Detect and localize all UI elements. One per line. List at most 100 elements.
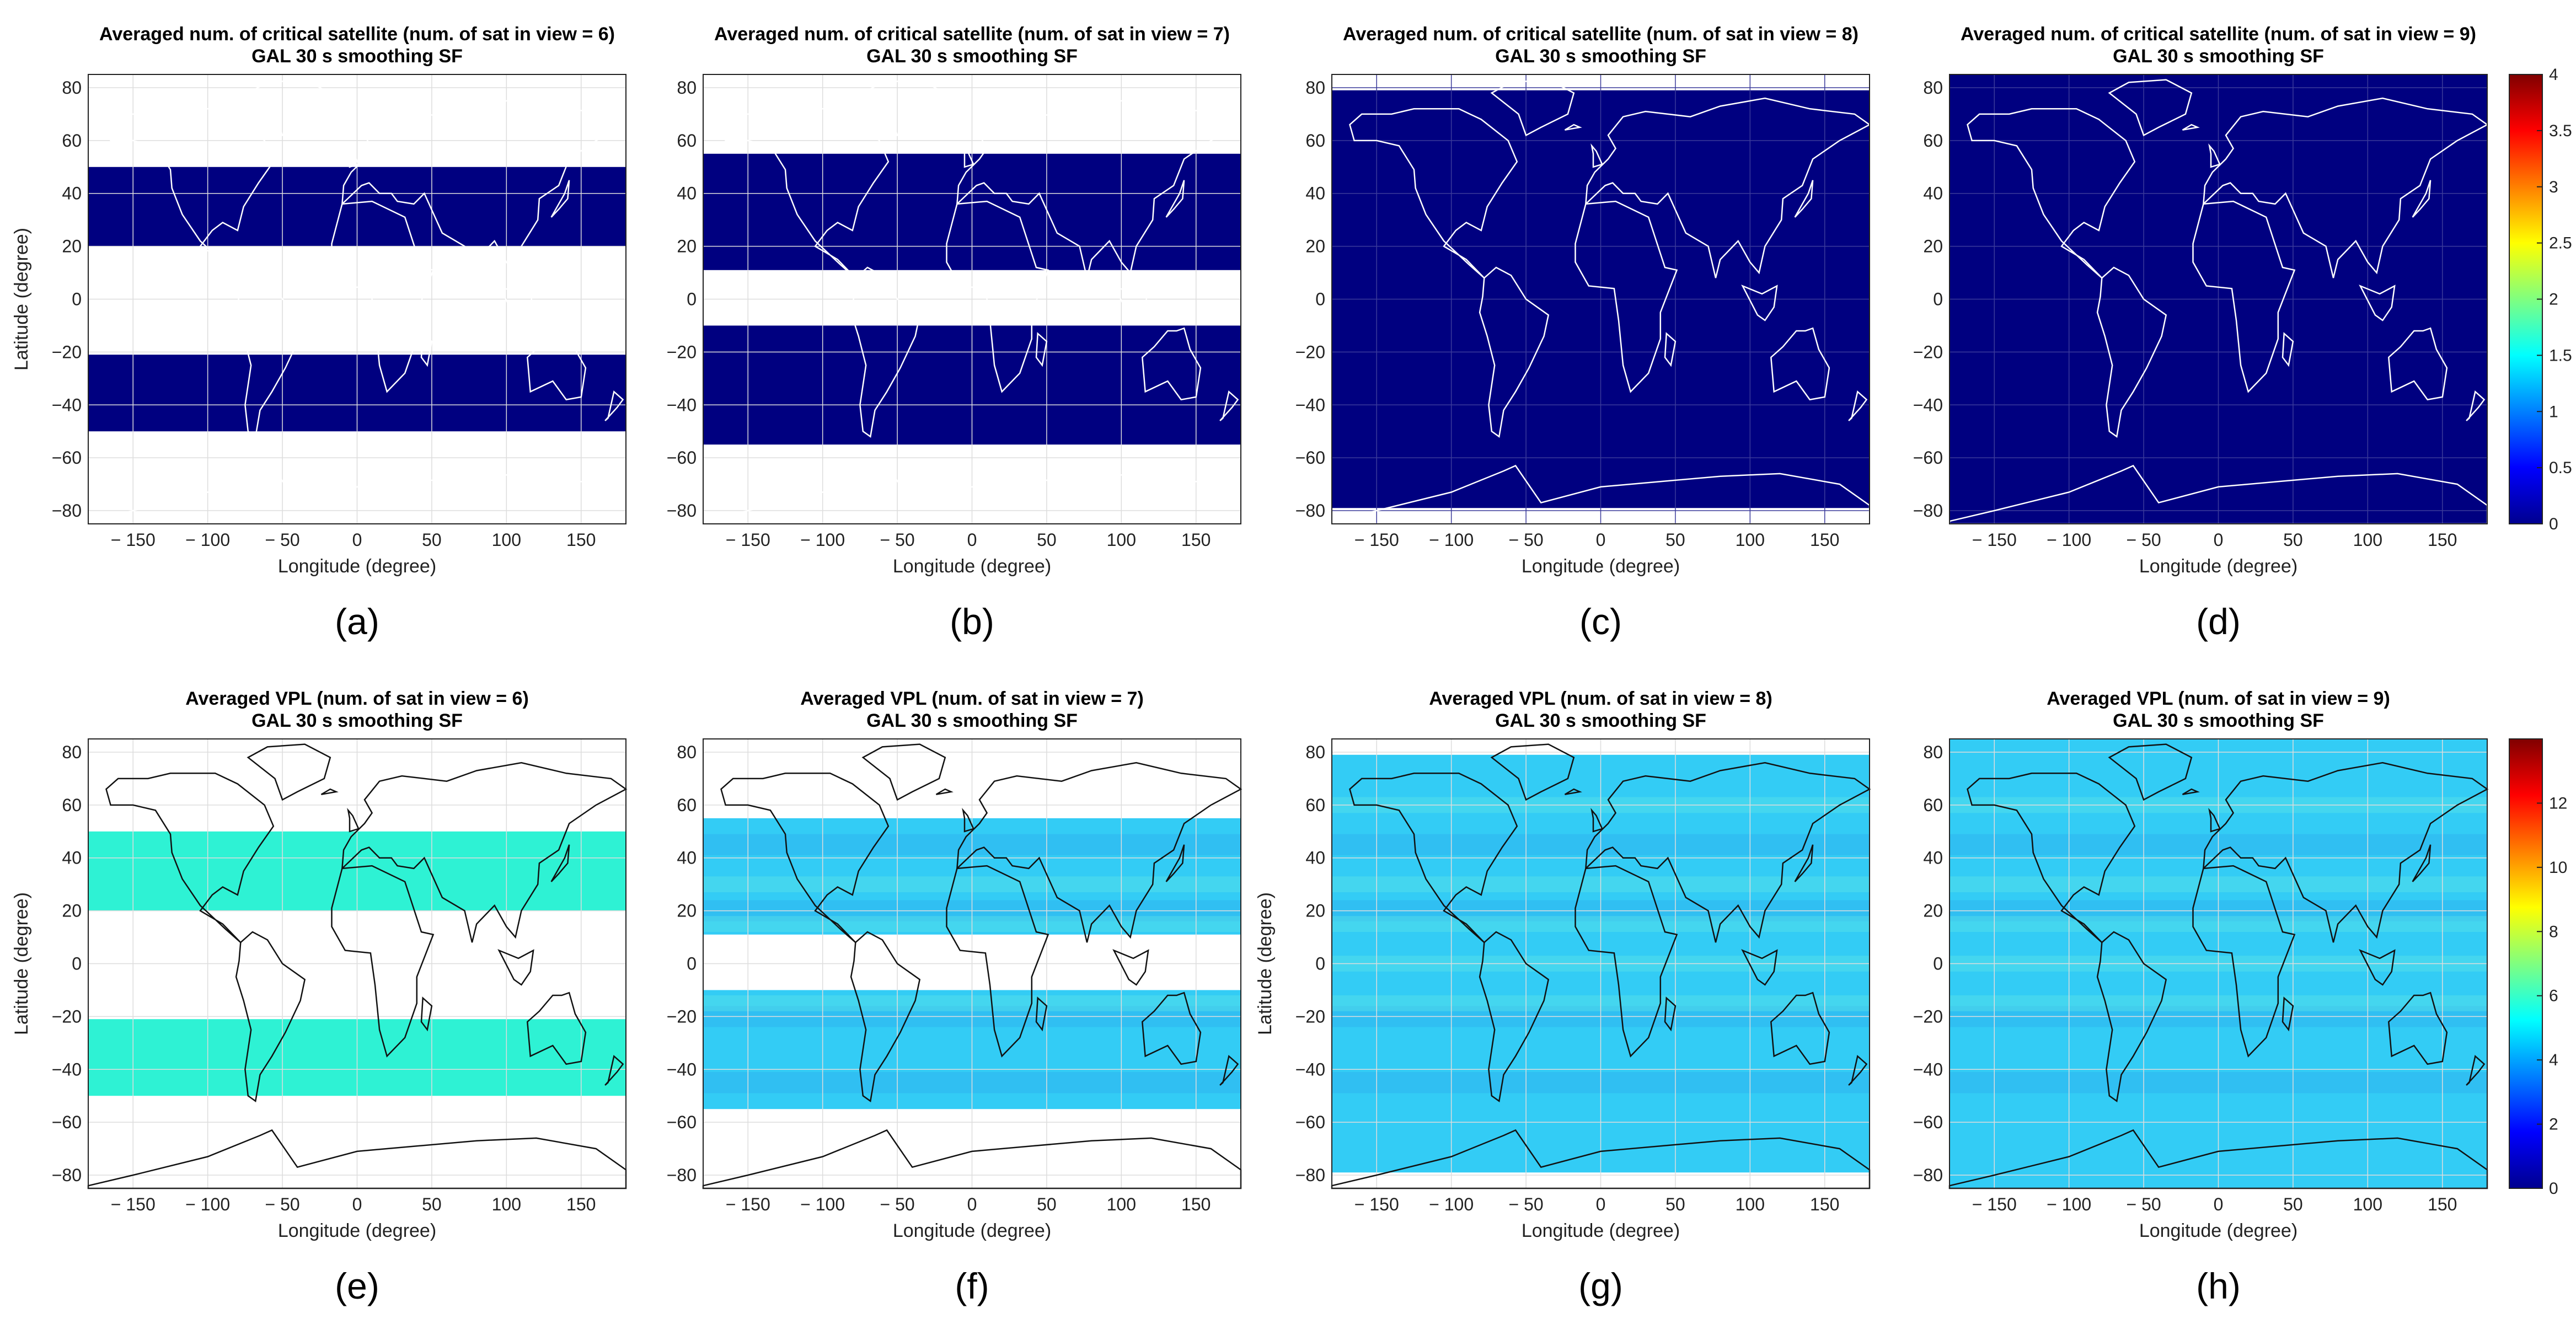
coastline: [2359, 285, 2396, 321]
y-tick-label: 40: [1305, 184, 1325, 203]
coastline: [2108, 79, 2193, 137]
colorbar-tick-label: 6: [2549, 987, 2558, 1005]
x-tick-label: 100: [1736, 1194, 1765, 1214]
y-tick-label: −20: [667, 1006, 697, 1026]
x-tick-label: − 100: [800, 1194, 845, 1214]
y-tick-label: 0: [1315, 290, 1325, 309]
y-tick-label: −40: [667, 1059, 697, 1079]
colorbar-tick-label: 0: [2549, 1180, 2558, 1198]
coastline: [962, 143, 974, 168]
y-tick-label: 40: [62, 184, 82, 203]
chart-title: Averaged VPL (num. of sat in view = 8): [1429, 688, 1772, 709]
x-axis-label: Longitude (degree): [893, 556, 1051, 577]
x-tick-label: 50: [1665, 1194, 1685, 1214]
coastline: [946, 200, 1049, 393]
y-tick-label: 40: [677, 848, 697, 868]
coastline: [1490, 743, 1575, 801]
y-tick-label: 60: [1305, 131, 1325, 151]
y-tick-label: 40: [1305, 848, 1325, 868]
y-tick-label: 0: [687, 290, 697, 309]
y-tick-label: 20: [62, 901, 82, 921]
colorbar-tick-label: 0.5: [2549, 459, 2572, 477]
y-tick-label: −80: [1913, 501, 1943, 521]
x-tick-label: − 50: [880, 530, 914, 550]
colorbar-tick-label: 12: [2549, 794, 2567, 812]
coastline: [1219, 1054, 1239, 1086]
x-tick-label: 50: [1037, 1194, 1057, 1214]
coastline: [2412, 180, 2432, 218]
coastline: [2466, 1054, 2486, 1086]
coastline: [550, 180, 570, 218]
y-tick-label: −60: [1913, 448, 1943, 468]
panel-f: Averaged VPL (num. of sat in view = 7)GA…: [667, 688, 1243, 1306]
coastline: [1664, 996, 1677, 1032]
y-tick-label: −80: [1295, 1165, 1325, 1185]
coastline: [935, 788, 954, 795]
y-tick-label: 80: [677, 78, 697, 98]
panel-a: Averaged num. of critical satellite (num…: [11, 24, 628, 642]
y-tick-label: 20: [1923, 237, 1943, 256]
coastline: [341, 97, 628, 278]
x-tick-label: − 100: [185, 1194, 230, 1214]
y-tick-label: −20: [1913, 342, 1943, 362]
x-tick-label: 50: [2283, 530, 2303, 550]
chart-subtitle: GAL 30 s smoothing SF: [251, 46, 463, 67]
panel-label: (e): [335, 1266, 379, 1306]
coastline: [935, 124, 954, 131]
y-axis-label: Latitude (degree): [1255, 892, 1276, 1035]
coastline: [105, 773, 275, 944]
colorbar-tick-label: 4: [2549, 1051, 2558, 1069]
axes-frame: [88, 74, 626, 524]
coastline: [1574, 200, 1678, 393]
x-axis-label: Longitude (degree): [278, 556, 436, 577]
axes-frame: [1949, 738, 2488, 1189]
y-tick-label: −20: [667, 342, 697, 362]
y-tick-label: −40: [52, 395, 82, 415]
coastline: [347, 807, 360, 833]
x-tick-label: 150: [1810, 530, 1839, 550]
coastline: [1770, 991, 1830, 1065]
panel-label: (g): [1578, 1266, 1623, 1306]
coastline: [2096, 266, 2167, 438]
chart-title: Averaged VPL (num. of sat in view = 7): [800, 688, 1144, 709]
axes-frame: [88, 738, 626, 1189]
chart-subtitle: GAL 30 s smoothing SF: [866, 710, 1078, 731]
y-tick-label: 0: [72, 290, 82, 309]
coastline: [850, 266, 921, 438]
coastline: [420, 996, 433, 1032]
x-axis-label: Longitude (degree): [2139, 556, 2297, 577]
y-tick-label: 0: [1933, 290, 1943, 309]
coastline: [956, 762, 1243, 943]
coastline: [962, 807, 974, 833]
y-tick-label: 80: [62, 78, 82, 98]
y-tick-label: −60: [52, 448, 82, 468]
coastline: [850, 931, 921, 1102]
coastline: [2192, 200, 2296, 393]
coastline: [720, 773, 890, 944]
coastline: [2282, 996, 2294, 1032]
coastline: [320, 788, 339, 795]
x-tick-label: 50: [422, 530, 442, 550]
coastline: [497, 285, 534, 321]
coastline: [2192, 865, 2296, 1058]
panel-label: (f): [955, 1266, 989, 1306]
coastline: [1590, 143, 1603, 168]
coastline: [2096, 931, 2167, 1102]
x-tick-label: − 50: [2126, 530, 2161, 550]
y-tick-label: −60: [667, 1112, 697, 1132]
colorbar-tick-label: 10: [2549, 859, 2567, 877]
x-tick-label: − 100: [185, 530, 230, 550]
colorbar-tick-label: 2: [2549, 291, 2558, 309]
coastline: [2202, 97, 2489, 278]
chart-subtitle: GAL 30 s smoothing SF: [251, 710, 463, 731]
chart-title: Averaged num. of critical satellite (num…: [99, 24, 615, 45]
y-tick-label: −20: [1295, 1006, 1325, 1026]
x-tick-label: − 150: [1972, 530, 2017, 550]
x-tick-label: 100: [1736, 530, 1765, 550]
x-tick-label: − 150: [111, 1194, 156, 1214]
panel-label: (h): [2196, 1266, 2241, 1306]
x-tick-label: 0: [2214, 1194, 2224, 1214]
y-tick-label: 60: [1923, 131, 1943, 151]
chart-subtitle: GAL 30 s smoothing SF: [1495, 46, 1706, 67]
